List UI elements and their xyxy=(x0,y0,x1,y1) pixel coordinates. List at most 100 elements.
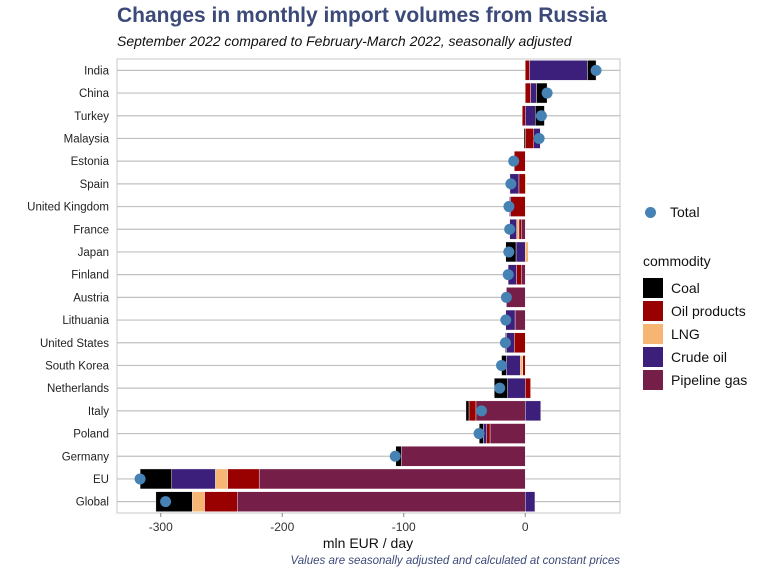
legend-total: Total xyxy=(642,204,700,220)
y-tick-label: Spain xyxy=(80,179,109,191)
bar-segment-crude-oil xyxy=(525,400,541,422)
legend-item: Coal xyxy=(643,276,747,299)
bar-segment-pipeline-gas xyxy=(237,491,526,512)
y-tick-label: United States xyxy=(40,338,109,350)
x-tick-label: -300 xyxy=(149,520,173,534)
bar-segment-coal xyxy=(465,400,470,422)
total-point xyxy=(503,246,515,258)
legend-item: Oil products xyxy=(643,299,747,322)
legend-label: LNG xyxy=(671,325,700,342)
y-tick-label: United Kingdom xyxy=(27,202,109,214)
bar-segment-crude-oil xyxy=(525,491,536,512)
y-tick-label: Global xyxy=(76,497,109,509)
bar-group-eu xyxy=(139,468,526,490)
chart-subtitle: September 2022 compared to February-Marc… xyxy=(117,33,572,49)
bar-segment-oil-products xyxy=(227,468,260,490)
legend-swatch xyxy=(643,323,663,344)
total-point xyxy=(499,337,511,349)
y-tick-label: Netherlands xyxy=(47,383,109,395)
bar-segment-crude-oil xyxy=(525,105,536,126)
bar-segment-oil-products xyxy=(521,105,526,126)
total-point xyxy=(500,314,512,326)
total-point xyxy=(496,359,508,371)
y-tick-label: Turkey xyxy=(74,111,109,123)
bar-segment-crude-oil xyxy=(515,241,526,263)
total-point xyxy=(160,496,172,508)
legend-label: Crude oil xyxy=(671,348,728,365)
bar-segment-pipeline-gas xyxy=(258,468,526,490)
legend-total-label: Total xyxy=(670,204,700,220)
bar-segment-lng xyxy=(192,491,205,512)
total-point xyxy=(533,132,545,144)
bar-segment-pipeline-gas xyxy=(489,423,526,444)
y-tick-label: Germany xyxy=(62,451,110,463)
legend-swatch xyxy=(643,346,663,367)
total-point xyxy=(541,87,553,99)
bar-group-india xyxy=(525,60,597,81)
legend-item: Crude oil xyxy=(643,345,747,368)
bar-segment-oil-products xyxy=(514,332,526,353)
y-tick-label: Finland xyxy=(71,270,109,282)
bar-segment-crude-oil xyxy=(506,355,521,376)
y-tick-label: Estonia xyxy=(71,156,110,168)
bar-segment-lng xyxy=(525,173,527,195)
legend-swatch xyxy=(643,369,663,390)
caption: Values are seasonally adjusted and calcu… xyxy=(290,555,620,567)
total-point xyxy=(502,269,514,281)
legend-label: Oil products xyxy=(671,302,746,319)
total-point xyxy=(134,473,146,485)
x-tick-label: -100 xyxy=(392,520,416,534)
y-tick-label: Italy xyxy=(88,406,109,418)
legend: Coal Oil products LNG Crude oil Pipeline gas xyxy=(643,276,747,391)
bar-segment-oil-products xyxy=(525,60,530,81)
total-point xyxy=(590,64,602,76)
bar-segment-oil-products xyxy=(516,264,522,285)
bar-segment-lng xyxy=(525,241,529,263)
y-tick-label: EU xyxy=(93,474,109,486)
total-point xyxy=(535,110,547,122)
bar-segment-lng xyxy=(516,219,520,240)
bar-segment-oil-products xyxy=(525,377,531,399)
bar-segment-lng xyxy=(520,355,524,376)
legend-item: LNG xyxy=(643,322,747,345)
bar-group-germany xyxy=(395,446,526,467)
total-dot-icon xyxy=(645,206,656,218)
y-tick-label: South Korea xyxy=(45,360,110,372)
x-tick-label: -200 xyxy=(270,520,294,534)
bar-segment-pipeline-gas xyxy=(401,446,526,467)
bar-segment-pipeline-gas xyxy=(521,219,526,240)
y-tick-label: Poland xyxy=(73,429,109,441)
legend-swatch xyxy=(643,300,663,321)
total-point xyxy=(500,291,512,303)
y-tick-label: Lithuania xyxy=(62,315,109,327)
bar-segment-oil-products xyxy=(522,355,526,376)
bar-segment-oil-products xyxy=(525,128,534,149)
bar-segment-oil-products xyxy=(486,423,491,444)
bar-segment-oil-products xyxy=(518,219,522,240)
bar-segment-oil-products xyxy=(525,82,531,104)
chart-title: Changes in monthly import volumes from R… xyxy=(117,4,608,27)
total-point xyxy=(475,405,487,417)
y-tick-label: Japan xyxy=(78,247,109,259)
y-tick-label: Malaysia xyxy=(64,133,110,145)
bar-segment-lng xyxy=(215,468,228,490)
y-tick-label: Austria xyxy=(73,292,109,304)
total-point xyxy=(508,155,520,167)
x-axis-label: mln EUR / day xyxy=(323,535,413,551)
bar-segment-crude-oil xyxy=(529,60,588,81)
total-point xyxy=(473,428,485,440)
bar-segment-oil-products xyxy=(518,173,526,195)
x-tick-label: 0 xyxy=(522,520,529,534)
bar-group-global xyxy=(155,491,536,512)
total-point xyxy=(504,223,516,235)
total-point xyxy=(503,201,515,213)
legend-label: Pipeline gas xyxy=(671,371,748,388)
bar-group-italy xyxy=(465,400,541,422)
bar-segment-crude-oil xyxy=(507,377,526,399)
total-point xyxy=(494,382,506,394)
bar-segment-crude-oil xyxy=(171,468,216,490)
y-tick-label: France xyxy=(73,224,109,236)
y-tick-label: China xyxy=(79,88,110,100)
